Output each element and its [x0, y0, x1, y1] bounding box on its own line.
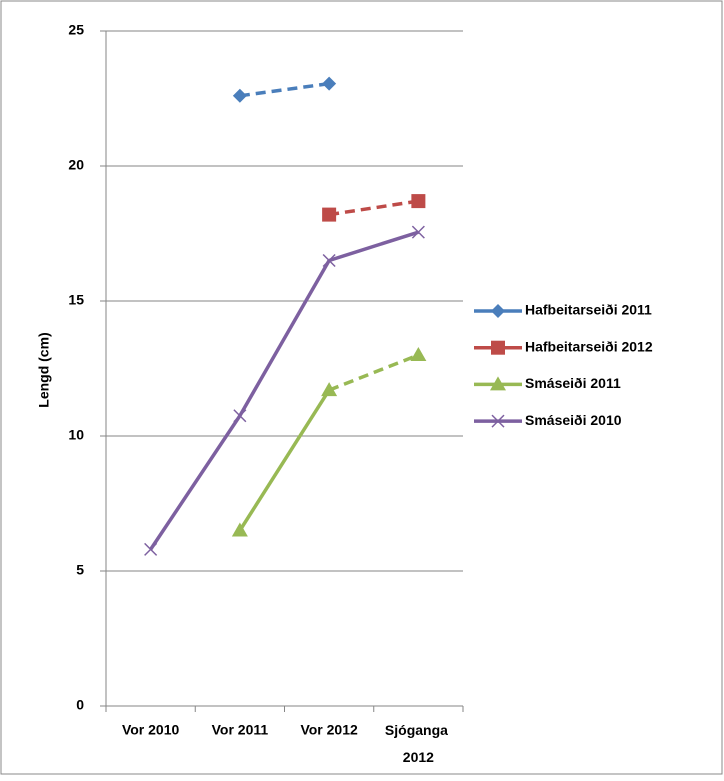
- marker: [144, 542, 158, 556]
- y-axis-title: Lengd (cm): [36, 332, 52, 407]
- x-tick-label: Sjóganga 2012: [385, 722, 452, 765]
- y-tick-label: 15: [68, 292, 84, 308]
- marker: [322, 76, 337, 91]
- legend-label: Smáseiði 2011: [525, 375, 621, 391]
- marker: [491, 414, 505, 428]
- line-segment: [328, 230, 419, 263]
- marker: [411, 194, 426, 209]
- y-tick-label: 5: [76, 562, 84, 578]
- marker: [491, 340, 505, 355]
- line-segment: [238, 389, 331, 532]
- y-tick-label: 25: [68, 22, 84, 38]
- legend-label: Smáseiði 2010: [525, 412, 622, 428]
- marker: [322, 253, 336, 268]
- marker: [321, 382, 338, 397]
- x-tick-label: Vor 2012: [300, 722, 358, 738]
- y-tick-label: 10: [68, 427, 84, 443]
- legend-label: Hafbeitarseiði 2012: [525, 338, 653, 354]
- line-segment: [149, 414, 242, 551]
- marker: [410, 347, 427, 361]
- x-tick-label: Vor 2010: [122, 722, 180, 738]
- x-tick-label: Vor 2011: [212, 722, 269, 738]
- y-tick-label: 20: [68, 157, 84, 173]
- marker: [322, 207, 337, 222]
- marker: [232, 88, 247, 103]
- legend-label: Hafbeitarseiði 2011: [525, 302, 652, 318]
- marker: [411, 225, 425, 239]
- marker: [491, 304, 505, 318]
- marker: [231, 522, 248, 537]
- x-tick-label-line: 2012: [403, 749, 434, 765]
- x-tick-label-line: Sjóganga: [385, 722, 452, 738]
- y-tick-label: 0: [76, 697, 84, 713]
- line-segment: [238, 259, 331, 417]
- marker: [233, 409, 247, 423]
- marker: [490, 376, 506, 391]
